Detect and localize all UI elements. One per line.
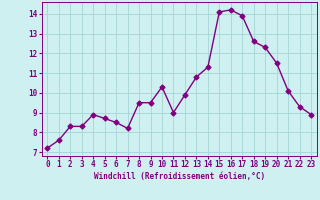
X-axis label: Windchill (Refroidissement éolien,°C): Windchill (Refroidissement éolien,°C)	[94, 172, 265, 181]
